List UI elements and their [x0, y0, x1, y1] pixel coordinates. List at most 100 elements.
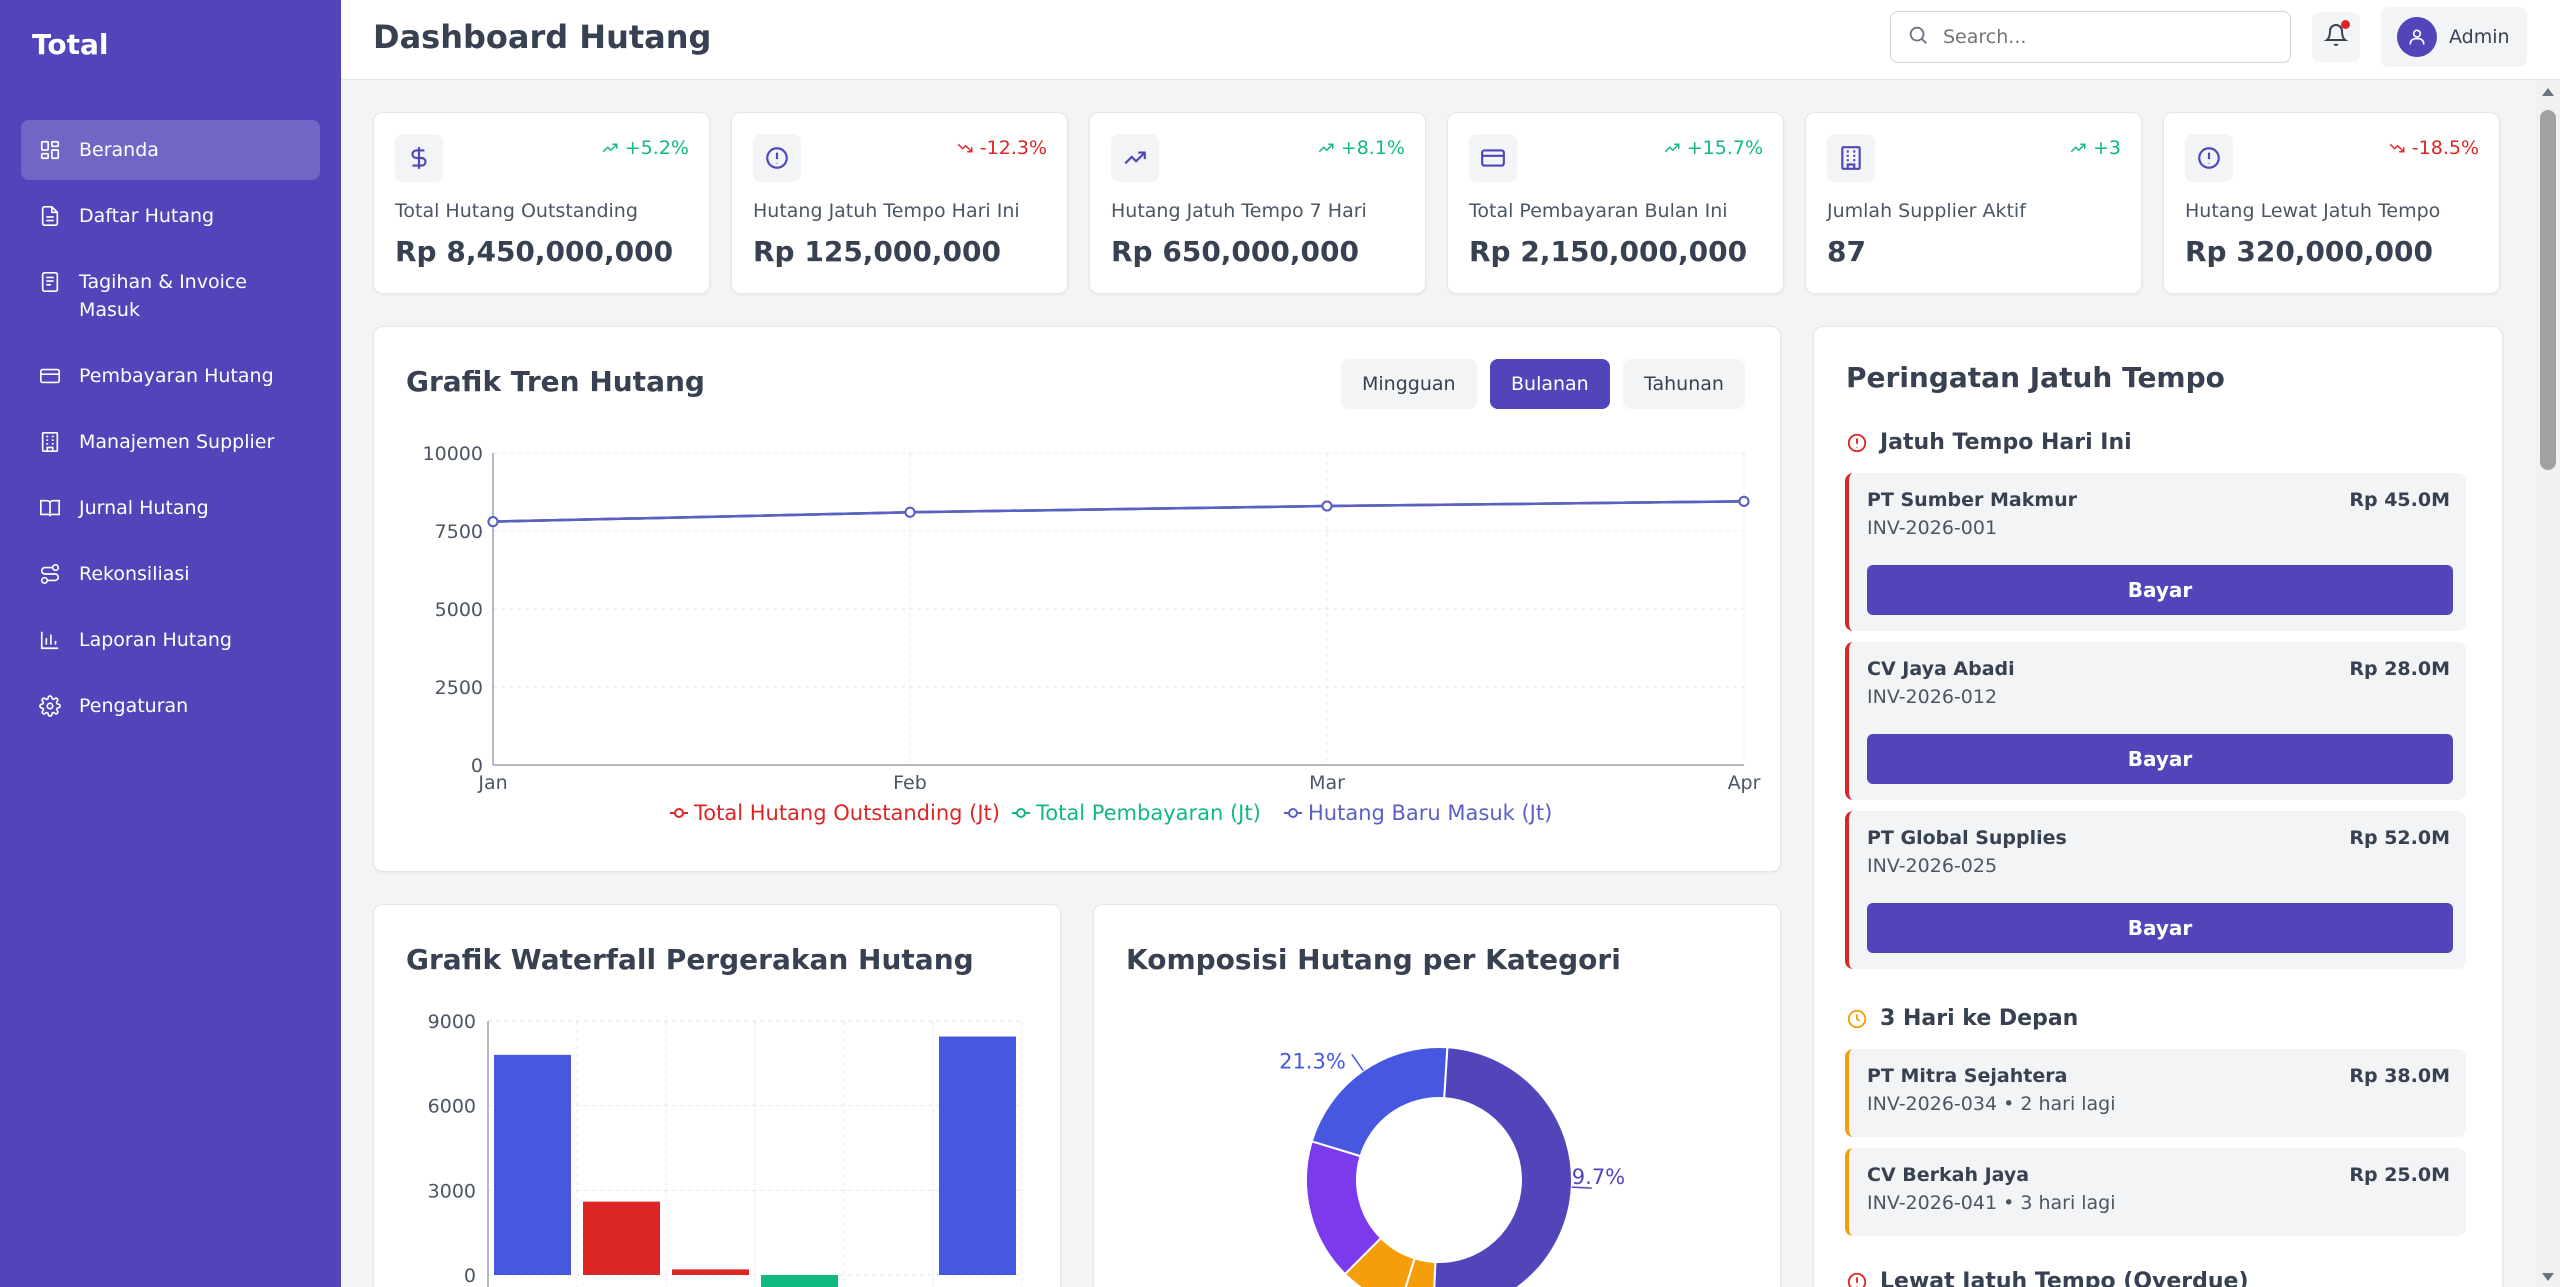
- supplier-name: CV Jaya Abadi: [1867, 658, 2015, 680]
- period-mingguan-button[interactable]: Mingguan: [1341, 359, 1477, 409]
- kpi-card-active-suppliers: +3 Jumlah Supplier Aktif 87: [1805, 112, 2142, 294]
- kpi-trend: +8.1%: [1317, 137, 1405, 159]
- kpi-value: Rp 320,000,000: [2185, 235, 2433, 268]
- avatar: [2397, 17, 2437, 57]
- kpi-value: Rp 650,000,000: [1111, 235, 1359, 268]
- trend-down-icon: [957, 143, 973, 153]
- trend-line-chart: 0 2500 5000 7500 10000 Jan Feb Mar Apr Total Huta…: [423, 443, 1761, 825]
- alert-amount: Rp 45.0M: [2349, 489, 2450, 511]
- x-tick-label: Mar: [1309, 772, 1345, 794]
- kpi-value: 87: [1827, 235, 1866, 268]
- alert-amount: Rp 38.0M: [2349, 1065, 2450, 1087]
- sidebar-item-jurnal-hutang[interactable]: Jurnal Hutang: [21, 478, 320, 538]
- supplier-name: CV Berkah Jaya: [1867, 1164, 2030, 1186]
- kpi-trend: +5.2%: [601, 137, 689, 159]
- sidebar-item-label: Pembayaran Hutang: [79, 365, 274, 387]
- sidebar-item-label: Jurnal Hutang: [79, 497, 209, 519]
- alert-circle-icon: [2185, 134, 2233, 182]
- gear-icon: [39, 695, 61, 717]
- sidebar-item-label: Pengaturan: [79, 695, 189, 717]
- legend-marker: [1016, 808, 1026, 818]
- period-bulanan-button[interactable]: Bulanan: [1490, 359, 1610, 409]
- alert-amount: Rp 25.0M: [2349, 1164, 2450, 1186]
- receipt-icon: [39, 271, 61, 293]
- waterfall-bar: [761, 1275, 838, 1287]
- sidebar-item-rekonsiliasi[interactable]: Rekonsiliasi: [21, 544, 320, 604]
- trending-up-icon: [1111, 134, 1159, 182]
- section-overdue: Lewat Jatuh Tempo (Overdue): [1846, 1269, 2249, 1287]
- donut-leader-line: [1351, 1053, 1364, 1072]
- sidebar-item-tagihan-invoice[interactable]: Tagihan & Invoice Masuk: [21, 252, 320, 340]
- panel-title: Grafik Waterfall Pergerakan Hutang: [406, 943, 974, 976]
- pay-button[interactable]: Bayar: [1867, 565, 2453, 615]
- section-due-today: Jatuh Tempo Hari Ini: [1846, 430, 2132, 455]
- credit-card-icon: [39, 365, 61, 387]
- trend-down-icon: [2389, 143, 2405, 153]
- notification-button[interactable]: [2312, 12, 2360, 62]
- section-next-3-days: 3 Hari ke Depan: [1846, 1006, 2078, 1031]
- due-alerts-panel: Peringatan Jatuh Tempo Jatuh Tempo Hari …: [1813, 326, 2503, 1287]
- clock-icon: [1847, 1009, 1867, 1028]
- donut-leader-line: [1571, 1186, 1592, 1189]
- sidebar-item-daftar-hutang[interactable]: Daftar Hutang: [21, 186, 320, 246]
- period-tahunan-button[interactable]: Tahunan: [1623, 359, 1745, 409]
- sidebar-item-label: Rekonsiliasi: [79, 563, 190, 585]
- kpi-label: Total Pembayaran Bulan Ini: [1469, 200, 1728, 222]
- search-input[interactable]: [1943, 26, 2273, 48]
- document-icon: [39, 205, 61, 227]
- y-tick-label: 10000: [423, 443, 483, 465]
- y-tick-label: 0: [471, 755, 483, 777]
- supplier-name: PT Sumber Makmur: [1867, 489, 2078, 511]
- sidebar-item-label: Manajemen Supplier: [79, 431, 275, 453]
- search-box[interactable]: [1890, 11, 2291, 63]
- kpi-label: Hutang Lewat Jatuh Tempo: [2185, 200, 2441, 222]
- sidebar-item-manajemen-supplier[interactable]: Manajemen Supplier: [21, 412, 320, 472]
- kpi-trend: -18.5%: [2388, 137, 2479, 159]
- sidebar-item-label: Laporan Hutang: [79, 629, 232, 651]
- sidebar-item-beranda[interactable]: Beranda: [21, 120, 320, 180]
- donut-slice: [1310, 1046, 1449, 1158]
- alert-circle-icon: [1847, 1272, 1867, 1287]
- sidebar: Total Beranda Daftar Hutang Tagihan & In…: [0, 0, 341, 1287]
- y-tick-label: 2500: [435, 677, 483, 699]
- x-tick-label: Feb: [893, 772, 927, 794]
- y-tick-label: 5000: [435, 599, 483, 621]
- scroll-down-arrow-icon[interactable]: [2542, 1273, 2554, 1281]
- alert-circle-icon: [1847, 433, 1867, 452]
- sidebar-item-label: Beranda: [79, 139, 159, 161]
- supplier-name: PT Mitra Sejahtera: [1867, 1065, 2068, 1087]
- scroll-thumb[interactable]: [2540, 110, 2556, 470]
- user-menu-button[interactable]: Admin: [2381, 7, 2527, 67]
- kpi-card-due-7-days: +8.1% Hutang Jatuh Tempo 7 Hari Rp 650,0…: [1089, 112, 1426, 294]
- kpi-card-total-outstanding: +5.2% Total Hutang Outstanding Rp 8,450,…: [373, 112, 710, 294]
- kpi-value: Rp 125,000,000: [753, 235, 1001, 268]
- legend-label: Hutang Baru Masuk (Jt): [1308, 801, 1552, 825]
- alert-circle-icon: [753, 134, 801, 182]
- composition-chart-panel: Komposisi Hutang per Kategori 49.7%4.1%7…: [1093, 904, 1781, 1287]
- y-tick-label: 7500: [435, 521, 483, 543]
- x-tick-label: Jan: [477, 772, 507, 794]
- panel-title: Grafik Tren Hutang: [406, 365, 705, 398]
- donut-label: 49.7%: [1558, 1165, 1625, 1189]
- route-icon: [39, 563, 61, 585]
- data-point: [1321, 500, 1333, 512]
- kpi-label: Jumlah Supplier Aktif: [1827, 200, 2026, 222]
- page-scrollbar[interactable]: [2536, 80, 2560, 1287]
- sidebar-item-laporan-hutang[interactable]: Laporan Hutang: [21, 610, 320, 670]
- kpi-card-payments-month: +15.7% Total Pembayaran Bulan Ini Rp 2,1…: [1447, 112, 1784, 294]
- sidebar-item-label: Daftar Hutang: [79, 205, 215, 227]
- composition-donut-chart: 49.7%4.1%7.7%21.3%: [1279, 1046, 1625, 1287]
- legend-marker: [1288, 808, 1298, 818]
- legend-marker: [674, 808, 684, 818]
- pay-button[interactable]: Bayar: [1867, 903, 2453, 953]
- sidebar-item-pengaturan[interactable]: Pengaturan: [21, 676, 320, 736]
- invoice-number: INV-2026-025: [1867, 855, 1998, 877]
- sidebar-item-pembayaran-hutang[interactable]: Pembayaran Hutang: [21, 346, 320, 406]
- invoice-number: INV-2026-012: [1867, 686, 1998, 708]
- top-header: Dashboard Hutang Admin: [341, 0, 2560, 80]
- trend-up-icon: [602, 143, 618, 153]
- scroll-up-arrow-icon[interactable]: [2542, 88, 2554, 96]
- kpi-trend: +15.7%: [1663, 137, 1763, 159]
- pay-button[interactable]: Bayar: [1867, 734, 2453, 784]
- waterfall-bar: [939, 1036, 1016, 1275]
